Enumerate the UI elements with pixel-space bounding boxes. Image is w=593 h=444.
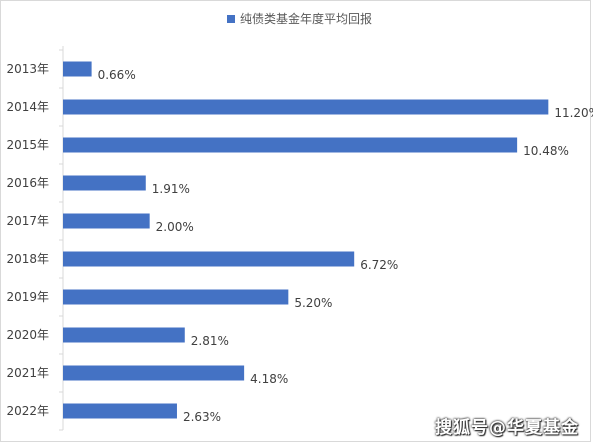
y-tick-label: 2021年 xyxy=(6,366,49,380)
data-label: 2.00% xyxy=(156,220,194,234)
y-tick-label: 2016年 xyxy=(6,176,49,190)
bar xyxy=(63,213,150,229)
bar xyxy=(63,61,92,77)
data-label: 2.81% xyxy=(191,334,229,348)
data-label: 0.66% xyxy=(98,68,136,82)
data-label: 1.91% xyxy=(152,182,190,196)
bar xyxy=(63,99,549,115)
y-tick-label: 2015年 xyxy=(6,138,49,152)
bar xyxy=(63,137,518,153)
legend-label: 纯债类基金年度平均回报 xyxy=(240,11,372,26)
data-label: 10.48% xyxy=(523,144,569,158)
bar xyxy=(63,289,289,305)
data-label: 11.20% xyxy=(554,106,593,120)
y-tick-label: 2018年 xyxy=(6,252,49,266)
data-label: 4.18% xyxy=(250,372,288,386)
y-tick-label: 2017年 xyxy=(6,214,49,228)
bar xyxy=(63,365,245,381)
bar xyxy=(63,327,185,343)
data-label: 2.63% xyxy=(183,410,221,424)
y-tick-label: 2019年 xyxy=(6,290,49,304)
bar xyxy=(63,175,146,191)
watermark: 搜狐号@华夏基金 xyxy=(435,418,579,438)
data-label: 6.72% xyxy=(360,258,398,272)
y-tick-label: 2020年 xyxy=(6,328,49,342)
y-tick-label: 2022年 xyxy=(6,404,49,418)
bar xyxy=(63,403,177,419)
data-label: 5.20% xyxy=(294,296,332,310)
bar xyxy=(63,251,355,267)
y-tick-label: 2013年 xyxy=(6,62,49,76)
legend-swatch xyxy=(227,15,235,23)
y-tick-label: 2014年 xyxy=(6,100,49,114)
